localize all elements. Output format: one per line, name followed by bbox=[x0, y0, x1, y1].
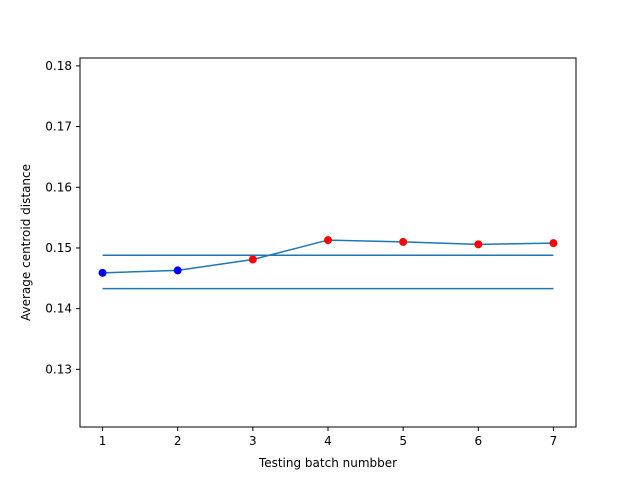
y-tick-label: 0.14 bbox=[45, 302, 72, 316]
y-axis-label: Average centroid distance bbox=[19, 164, 33, 321]
data-point-7 bbox=[549, 239, 558, 248]
y-tick-label: 0.16 bbox=[45, 180, 72, 194]
data-point-6 bbox=[474, 240, 483, 249]
data-point-4 bbox=[324, 236, 332, 245]
y-tick-label: 0.18 bbox=[45, 59, 72, 73]
data-point-2 bbox=[173, 266, 182, 275]
x-tick-label: 2 bbox=[174, 434, 182, 448]
data-point-5 bbox=[399, 237, 408, 246]
x-tick-label: 6 bbox=[474, 434, 482, 448]
y-tick-label: 0.17 bbox=[45, 120, 72, 134]
x-tick-label: 5 bbox=[399, 434, 407, 448]
tick-layer: 1 2 3 4 5 6 7 0.13 0.14 0.15 0.16 0.17 0.18 bbox=[45, 59, 557, 448]
y-tick-label: 0.13 bbox=[45, 362, 72, 376]
plot-area bbox=[98, 236, 558, 290]
series-line bbox=[102, 239, 554, 274]
x-axis-label: Testing batch numbber bbox=[258, 456, 397, 470]
x-tick-label: 1 bbox=[99, 434, 107, 448]
x-tick-label: 7 bbox=[550, 434, 558, 448]
data-point-1 bbox=[98, 268, 107, 277]
x-tick-label: 3 bbox=[249, 434, 257, 448]
y-tick-label: 0.15 bbox=[45, 241, 72, 255]
data-point-3 bbox=[248, 255, 257, 264]
x-tick-label: 4 bbox=[324, 434, 332, 448]
